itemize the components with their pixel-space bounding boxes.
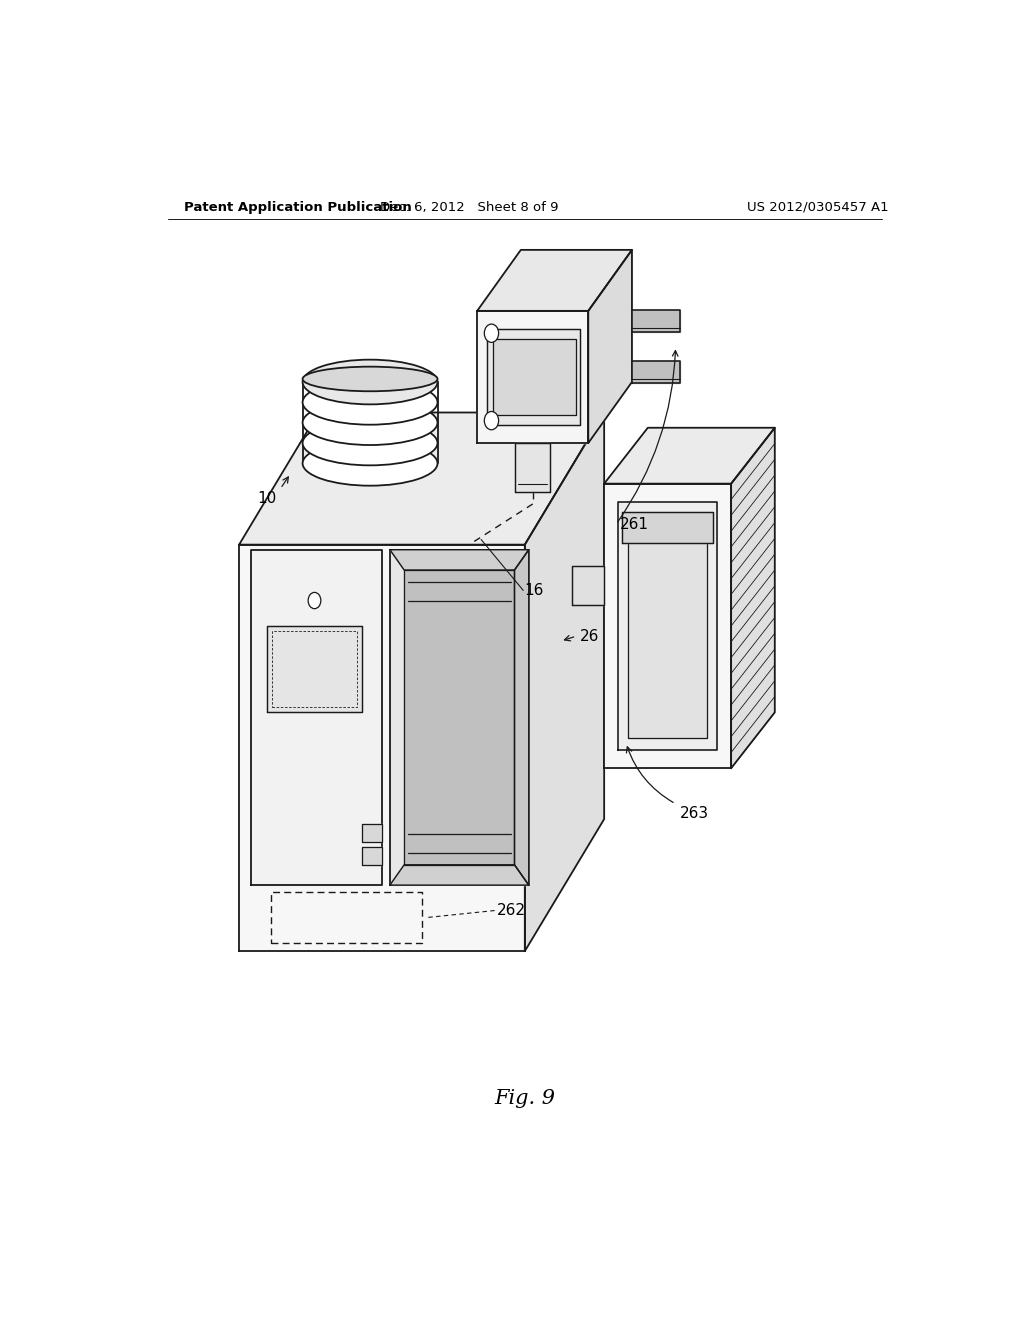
Polygon shape: [477, 249, 632, 312]
Polygon shape: [390, 549, 528, 570]
Text: US 2012/0305457 A1: US 2012/0305457 A1: [748, 201, 889, 214]
Polygon shape: [604, 483, 731, 768]
Polygon shape: [731, 428, 775, 768]
Ellipse shape: [303, 421, 437, 466]
Circle shape: [484, 325, 499, 342]
Polygon shape: [390, 865, 528, 886]
Circle shape: [484, 412, 499, 430]
Ellipse shape: [303, 441, 437, 486]
Ellipse shape: [303, 400, 437, 445]
Text: 10: 10: [257, 491, 276, 507]
Polygon shape: [524, 412, 604, 952]
Polygon shape: [572, 566, 604, 605]
Polygon shape: [240, 545, 524, 952]
Polygon shape: [514, 549, 528, 886]
Polygon shape: [628, 515, 708, 738]
Polygon shape: [515, 444, 550, 492]
Text: 26: 26: [581, 628, 600, 644]
Polygon shape: [362, 824, 382, 842]
Polygon shape: [486, 329, 581, 425]
Text: Fig. 9: Fig. 9: [495, 1089, 555, 1107]
Polygon shape: [632, 360, 680, 383]
Polygon shape: [240, 412, 604, 545]
Polygon shape: [251, 549, 382, 886]
Ellipse shape: [303, 367, 437, 391]
Ellipse shape: [303, 380, 437, 425]
Polygon shape: [404, 570, 514, 865]
Polygon shape: [494, 339, 577, 414]
Text: 263: 263: [680, 807, 709, 821]
Ellipse shape: [303, 359, 437, 404]
Polygon shape: [267, 626, 362, 713]
Circle shape: [308, 593, 321, 609]
Polygon shape: [632, 310, 680, 333]
Text: 16: 16: [524, 583, 544, 598]
Polygon shape: [604, 428, 775, 483]
Polygon shape: [477, 312, 588, 444]
Polygon shape: [362, 846, 382, 865]
Polygon shape: [588, 249, 632, 444]
Text: Dec. 6, 2012   Sheet 8 of 9: Dec. 6, 2012 Sheet 8 of 9: [380, 201, 558, 214]
Polygon shape: [390, 549, 528, 886]
Polygon shape: [623, 512, 713, 543]
Text: 262: 262: [497, 903, 526, 917]
Text: Patent Application Publication: Patent Application Publication: [183, 201, 412, 214]
Polygon shape: [618, 502, 717, 750]
Text: 261: 261: [620, 517, 649, 532]
